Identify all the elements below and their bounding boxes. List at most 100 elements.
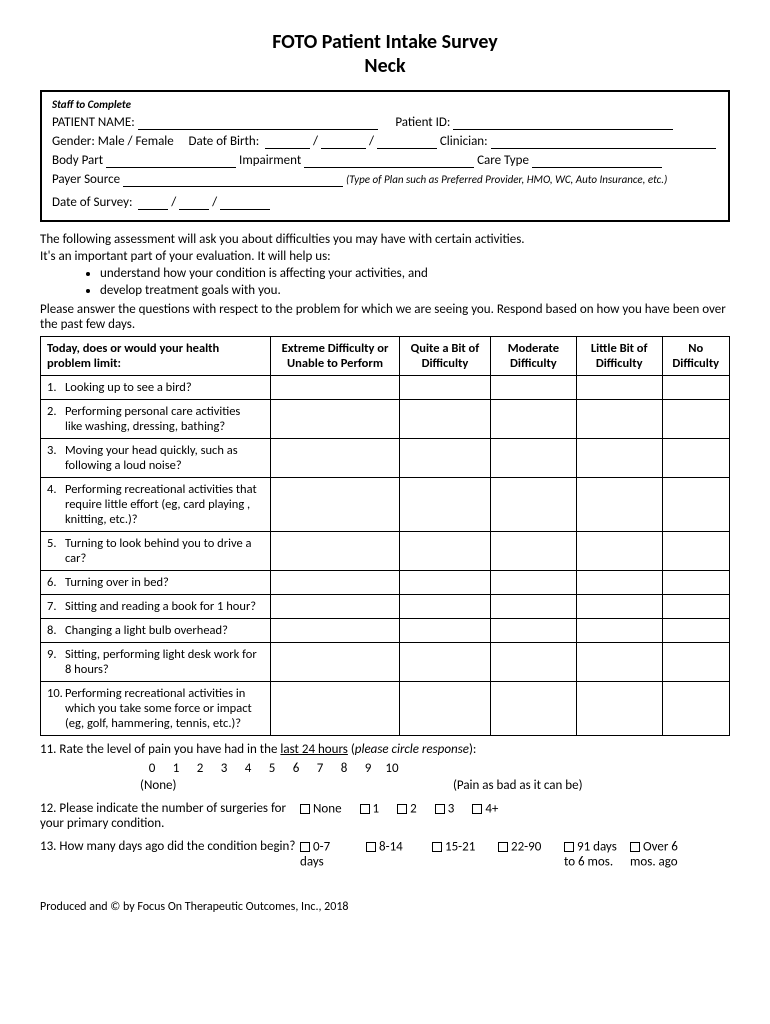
answer-cell[interactable] <box>576 376 662 400</box>
answer-cell[interactable] <box>400 571 491 595</box>
answer-cell[interactable] <box>576 595 662 619</box>
answer-cell[interactable] <box>271 682 400 736</box>
date-survey-1[interactable] <box>138 209 168 210</box>
answer-cell[interactable] <box>490 376 576 400</box>
q12-option[interactable]: 4+ <box>472 801 498 816</box>
answer-cell[interactable] <box>490 439 576 478</box>
intro-line1: The following assessment will ask you ab… <box>40 232 730 247</box>
impairment-field[interactable] <box>304 167 474 168</box>
scale-number[interactable]: 0 <box>140 761 164 776</box>
q13-option[interactable]: 15-21 <box>432 839 488 854</box>
answer-cell[interactable] <box>490 532 576 571</box>
answer-cell[interactable] <box>662 595 730 619</box>
answer-cell[interactable] <box>576 532 662 571</box>
pain-scale[interactable]: 012345678910 <box>140 761 730 776</box>
answer-cell[interactable] <box>662 532 730 571</box>
answer-cell[interactable] <box>400 400 491 439</box>
scale-number[interactable]: 3 <box>212 761 236 776</box>
answer-cell[interactable] <box>576 619 662 643</box>
answer-cell[interactable] <box>662 400 730 439</box>
dob-field-1[interactable] <box>265 148 310 149</box>
answer-cell[interactable] <box>662 619 730 643</box>
dob-field-2[interactable] <box>321 148 366 149</box>
payer-source-field[interactable] <box>123 186 343 187</box>
answer-cell[interactable] <box>662 376 730 400</box>
scale-number[interactable]: 7 <box>308 761 332 776</box>
answer-cell[interactable] <box>490 682 576 736</box>
answer-cell[interactable] <box>576 571 662 595</box>
answer-cell[interactable] <box>662 643 730 682</box>
date-survey-3[interactable] <box>220 209 270 210</box>
q13-options: 0-7 days 8-14 15-21 22-90 91 days to 6 mos. O… <box>300 839 730 870</box>
answer-cell[interactable] <box>400 439 491 478</box>
question-cell: 3.Moving your head quickly, such as foll… <box>41 439 271 478</box>
date-survey-2[interactable] <box>179 209 209 210</box>
q13-option[interactable]: 91 days to 6 mos. <box>564 839 620 870</box>
answer-cell[interactable] <box>271 532 400 571</box>
q13-option[interactable]: 0-7 days <box>300 839 356 870</box>
answer-cell[interactable] <box>400 643 491 682</box>
body-part-field[interactable] <box>106 167 236 168</box>
patient-name-field[interactable] <box>138 129 378 130</box>
answer-cell[interactable] <box>662 682 730 736</box>
scale-number[interactable]: 2 <box>188 761 212 776</box>
answer-cell[interactable] <box>490 400 576 439</box>
answer-cell[interactable] <box>490 619 576 643</box>
q13-option[interactable]: Over 6 mos. ago <box>630 839 686 870</box>
answer-cell[interactable] <box>400 478 491 532</box>
answer-cell[interactable] <box>490 571 576 595</box>
answer-cell[interactable] <box>271 478 400 532</box>
q13-option[interactable]: 22-90 <box>498 839 554 854</box>
answer-cell[interactable] <box>576 682 662 736</box>
q13-option[interactable]: 8-14 <box>366 839 422 854</box>
scale-number[interactable]: 1 <box>164 761 188 776</box>
answer-cell[interactable] <box>662 571 730 595</box>
answer-cell[interactable] <box>490 478 576 532</box>
answer-cell[interactable] <box>576 439 662 478</box>
scale-number[interactable]: 5 <box>260 761 284 776</box>
answer-cell[interactable] <box>271 376 400 400</box>
question-cell: 1.Looking up to see a bird? <box>41 376 271 400</box>
answer-cell[interactable] <box>662 478 730 532</box>
q12-option[interactable]: 1 <box>360 801 380 816</box>
question-cell: 10.Performing recreational activities in… <box>41 682 271 736</box>
q12-option[interactable]: 2 <box>397 801 417 816</box>
care-type-field[interactable] <box>532 167 662 168</box>
answer-cell[interactable] <box>400 682 491 736</box>
dob-field-3[interactable] <box>377 148 437 149</box>
patient-id-field[interactable] <box>453 129 673 130</box>
payer-source-label: Payer Source <box>52 172 120 187</box>
answer-cell[interactable] <box>271 400 400 439</box>
question-cell: 8.Changing a light bulb overhead? <box>41 619 271 643</box>
clinician-field[interactable] <box>491 148 716 149</box>
answer-cell[interactable] <box>271 571 400 595</box>
scale-number[interactable]: 4 <box>236 761 260 776</box>
answer-cell[interactable] <box>576 400 662 439</box>
scale-number[interactable]: 6 <box>284 761 308 776</box>
intro-block: The following assessment will ask you ab… <box>40 232 730 332</box>
answer-cell[interactable] <box>576 478 662 532</box>
answer-cell[interactable] <box>576 643 662 682</box>
answer-cell[interactable] <box>400 532 491 571</box>
scale-number[interactable]: 8 <box>332 761 356 776</box>
q12-label: 12. Please indicate the number of surger… <box>40 801 300 831</box>
answer-cell[interactable] <box>400 619 491 643</box>
clinician-label: Clinician: <box>440 134 488 149</box>
scale-number[interactable]: 10 <box>380 761 404 776</box>
answer-cell[interactable] <box>271 595 400 619</box>
answer-cell[interactable] <box>400 595 491 619</box>
table-row: 3.Moving your head quickly, such as foll… <box>41 439 730 478</box>
answer-cell[interactable] <box>271 619 400 643</box>
answer-cell[interactable] <box>400 376 491 400</box>
answer-cell[interactable] <box>271 439 400 478</box>
answer-cell[interactable] <box>662 439 730 478</box>
q12-option[interactable]: 3 <box>435 801 455 816</box>
answer-cell[interactable] <box>490 643 576 682</box>
question-cell: 9.Sitting, performing light desk work fo… <box>41 643 271 682</box>
answer-cell[interactable] <box>490 595 576 619</box>
q12-option[interactable]: None <box>300 801 342 816</box>
answer-cell[interactable] <box>271 643 400 682</box>
q13: 13. How many days ago did the condition … <box>40 839 730 870</box>
page-subtitle: Neck <box>40 54 730 78</box>
scale-number[interactable]: 9 <box>356 761 380 776</box>
